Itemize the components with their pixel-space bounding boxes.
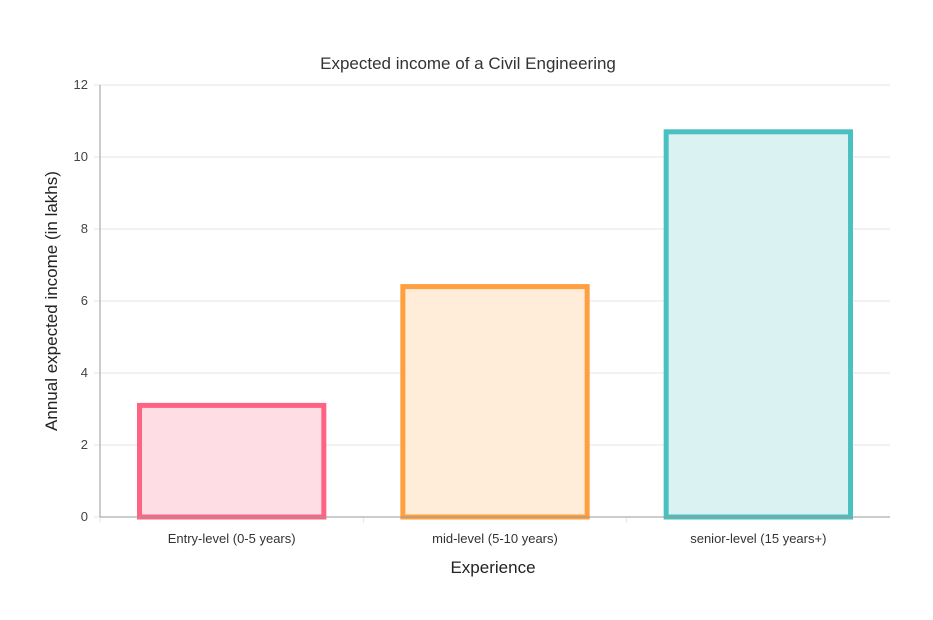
x-tick-label: senior-level (15 years+): [690, 531, 826, 546]
bar: [137, 402, 327, 520]
bars: [137, 129, 854, 520]
y-tick-label: 6: [81, 293, 88, 308]
y-axis-label: Annual expected income (in lakhs): [42, 171, 61, 431]
y-tick-label: 0: [81, 509, 88, 524]
y-tick-label: 8: [81, 221, 88, 236]
y-tick-label: 2: [81, 437, 88, 452]
y-tick-label: 12: [74, 77, 88, 92]
bar: [400, 284, 590, 520]
x-tick-label: Entry-level (0-5 years): [168, 531, 296, 546]
x-axis-label: Experience: [450, 558, 535, 577]
y-tick-label: 4: [81, 365, 88, 380]
chart-title: Expected income of a Civil Engineering: [320, 54, 616, 73]
x-tick-label: mid-level (5-10 years): [432, 531, 558, 546]
bar: [663, 129, 854, 520]
y-axis-ticks: 0 2 4 6 8 10 12: [74, 77, 88, 524]
x-axis-ticks: Entry-level (0-5 years) mid-level (5-10 y…: [99, 517, 826, 546]
y-tick-label: 10: [74, 149, 88, 164]
